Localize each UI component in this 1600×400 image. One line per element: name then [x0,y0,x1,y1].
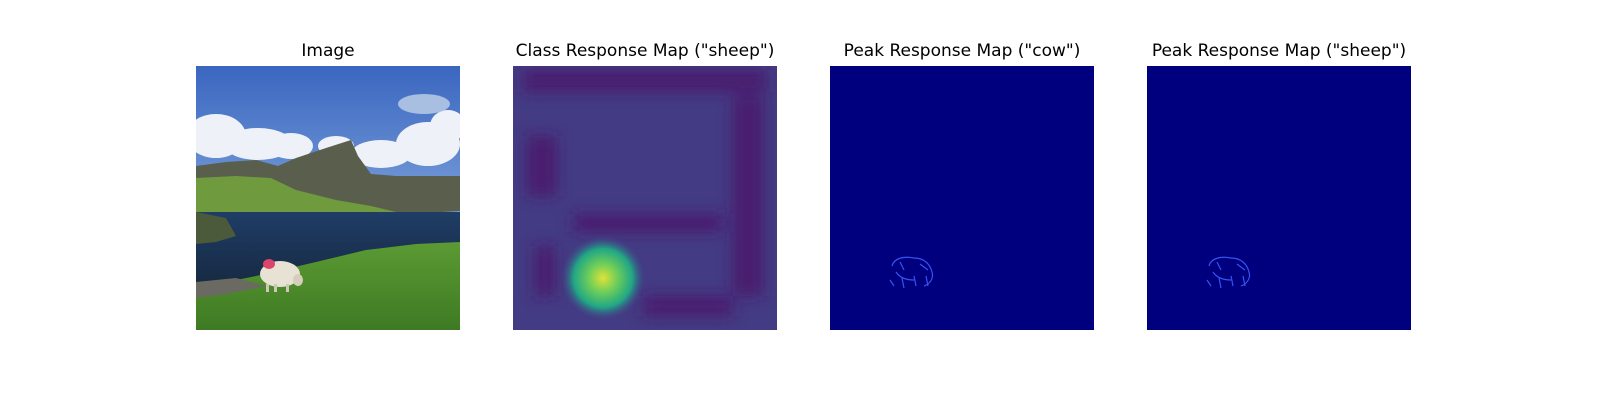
peak-response-heatmap-sheep [1147,66,1411,330]
heatmap-low-regions [523,70,767,316]
panel-peak-response-sheep: Peak Response Map ("sheep") [1147,40,1411,330]
panel-title-peak-sheep: Peak Response Map ("sheep") [1151,41,1407,61]
panel-title-image: Image [301,41,355,61]
panel-class-response-map: Class Response Map ("sheep") [513,40,777,330]
heatmap-background [830,66,1094,330]
foreground-grass [196,242,460,330]
class-response-heatmap [513,66,777,330]
clouds [196,94,460,168]
panel-title-peak-cow: Peak Response Map ("cow") [843,41,1081,61]
panel-title-class-response: Class Response Map ("sheep") [515,41,775,61]
heatmap-peak-sheep [561,236,645,320]
heatmap-background [1147,66,1411,330]
peak-response-outline [889,256,934,289]
peak-response-heatmap-cow [830,66,1094,330]
sheep [260,259,303,292]
headland-left [196,212,236,244]
photo-sheep-coast [196,66,460,330]
peak-response-outline [1206,256,1251,289]
panel-peak-response-cow: Peak Response Map ("cow") [830,40,1094,330]
panel-image: Image [196,40,460,330]
rocks [196,278,266,298]
